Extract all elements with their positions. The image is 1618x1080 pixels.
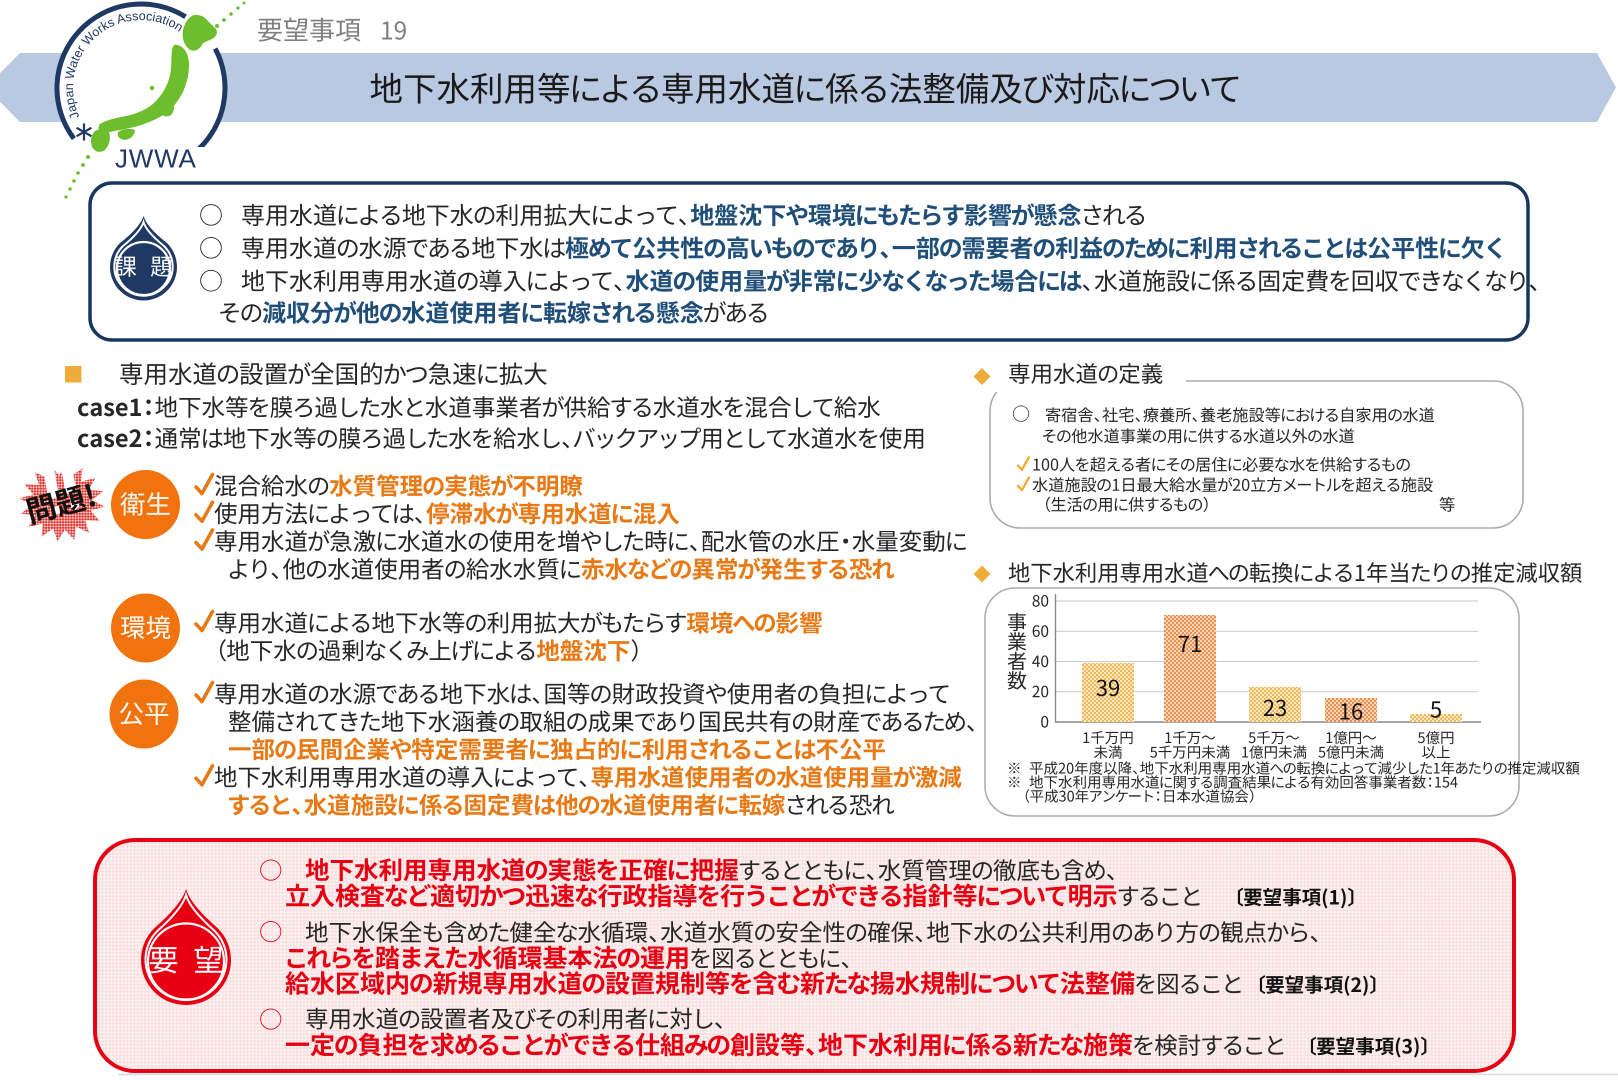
- svg-text:JWWA: JWWA: [115, 144, 197, 174]
